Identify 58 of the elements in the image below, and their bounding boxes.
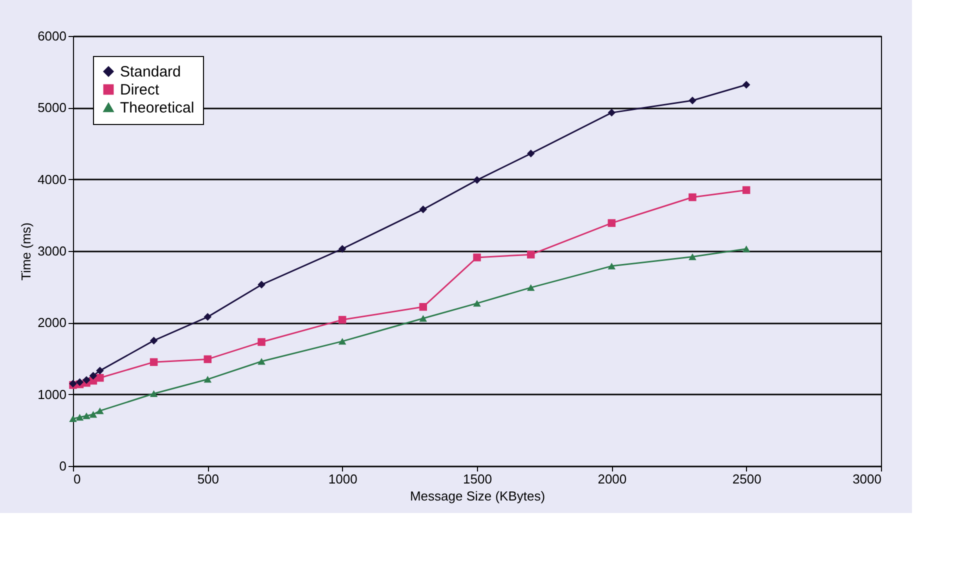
point [742,80,750,89]
y-tick-label: 5000 [38,100,66,116]
point [96,407,104,414]
point [204,313,212,321]
legend-label: Theoretical [120,100,194,116]
legend-label: Standard [120,64,181,80]
point [608,262,616,270]
point [82,376,90,384]
x-axis-title: Message Size (KBytes) [410,488,546,504]
y-axis-title: Time (ms) [18,222,34,281]
point [526,250,535,258]
point [258,280,266,289]
point [150,336,158,344]
y-tick-label: 6000 [38,28,66,44]
x-tick-label: 1000 [328,472,358,486]
x-tick-label: 500 [197,472,220,486]
point [688,253,696,260]
point [150,358,158,366]
legend-label: Direct [120,82,160,98]
y-tick-label: 1000 [38,386,66,402]
point [473,254,481,262]
point [338,316,346,324]
point [608,108,616,117]
point [258,358,266,365]
point [608,219,616,227]
x-tick-label: 3000 [852,472,882,486]
point [204,355,212,364]
point [96,374,104,382]
y-tick-label: 2000 [38,315,66,330]
point [258,338,266,346]
point [473,300,481,307]
point [204,376,212,383]
point [338,338,346,345]
point [89,372,98,380]
point [688,193,696,202]
point [742,245,750,252]
x-tick-label: 0 [74,472,81,486]
point [742,186,750,194]
y-tick-label: 0 [59,458,66,474]
point [419,206,428,214]
point [419,303,428,311]
point [89,411,98,418]
x-tick-label: 2500 [732,472,762,486]
point [338,244,346,253]
point [688,96,696,104]
point [419,315,428,322]
x-tick-label: 2000 [598,472,627,486]
point [473,176,481,184]
point [76,414,84,421]
x-tick-label: 1500 [463,472,492,486]
point [82,412,90,420]
point [69,415,77,422]
point [150,390,158,397]
point [526,284,535,291]
y-tick-label: 3000 [38,244,66,258]
y-tick-label: 4000 [38,172,66,187]
point [96,366,104,375]
point [526,150,535,158]
